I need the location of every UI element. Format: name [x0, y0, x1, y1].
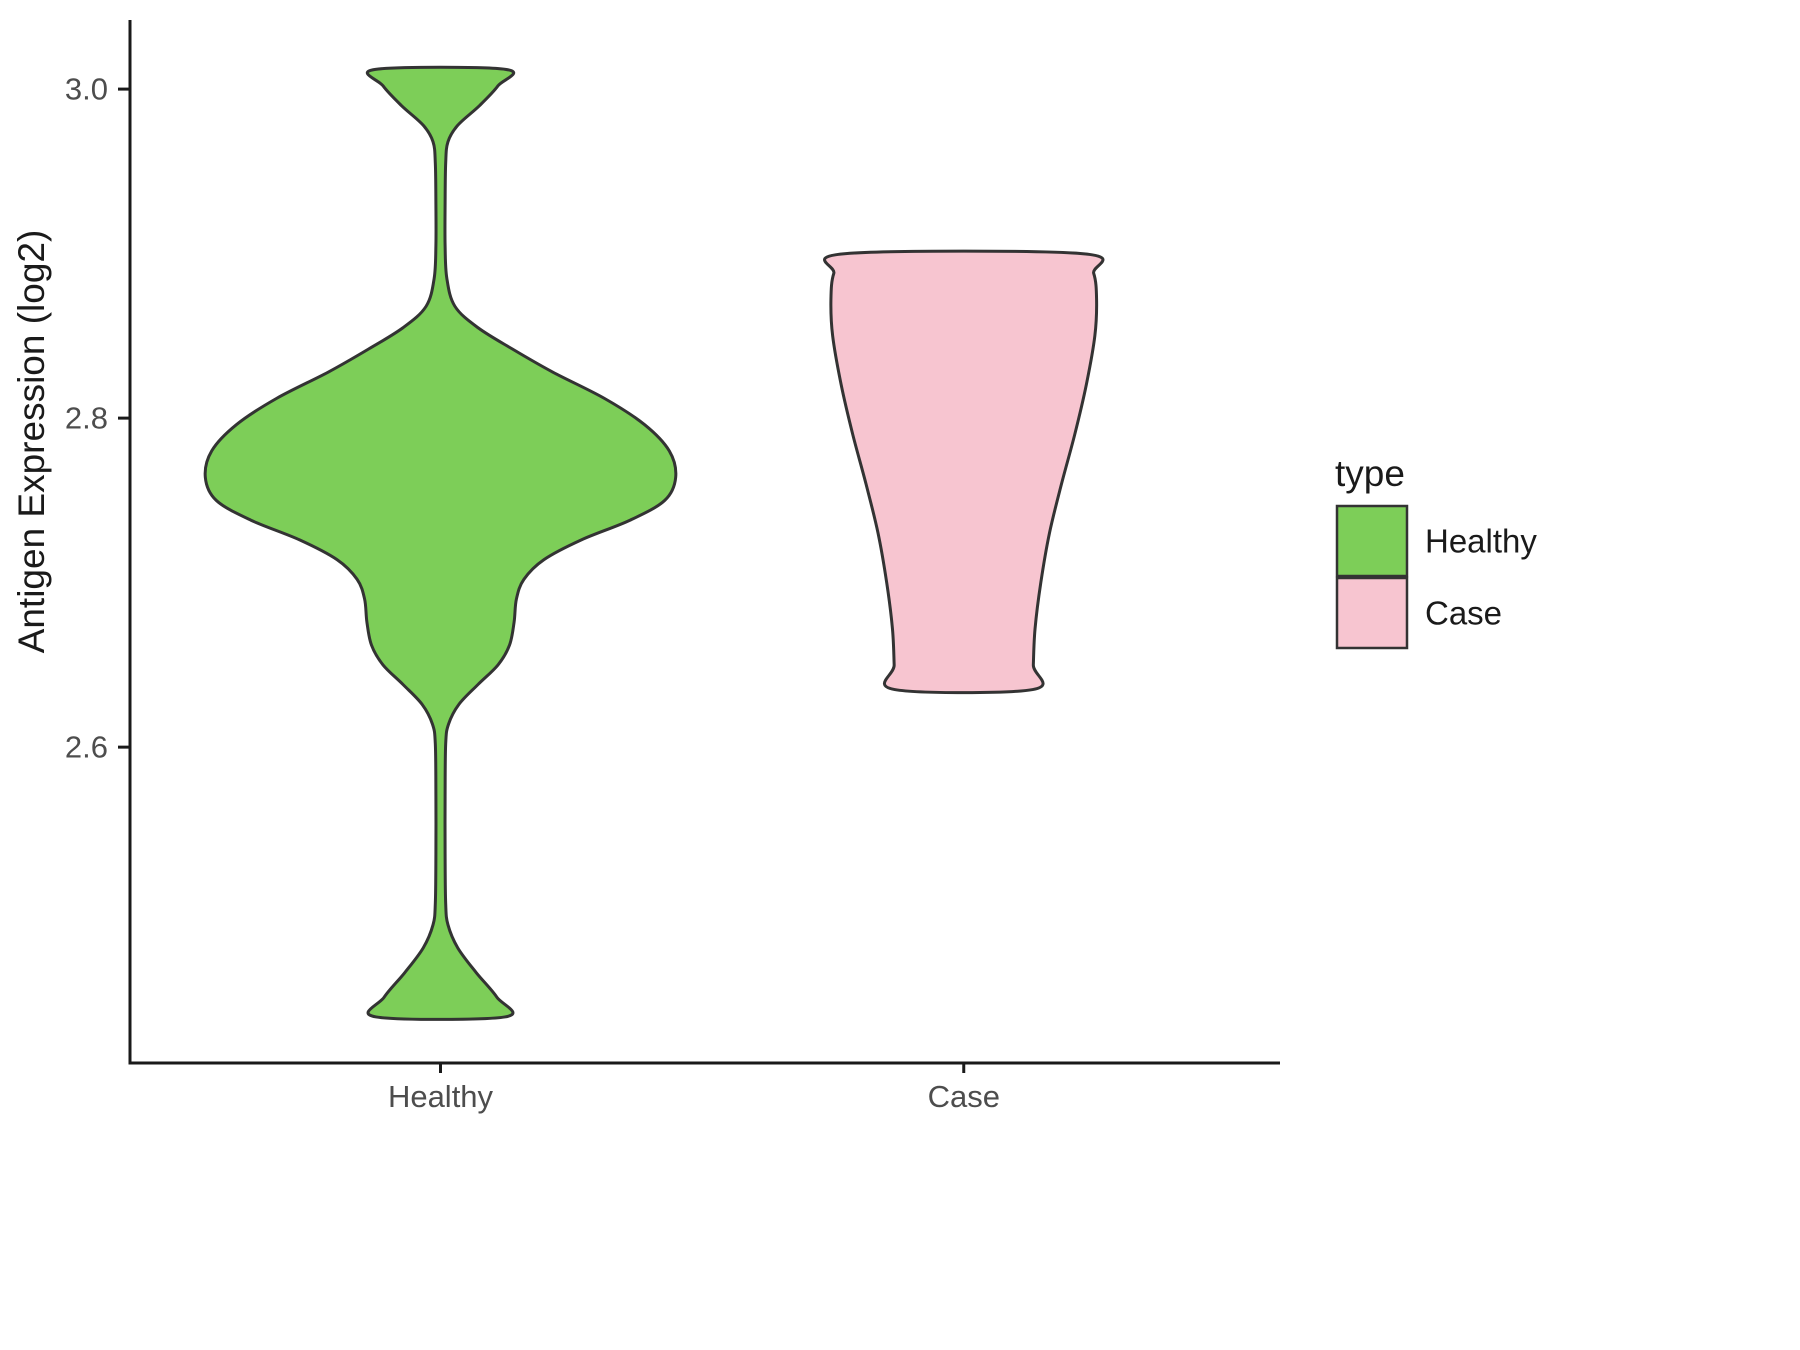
- x-tick-label-case: Case: [928, 1079, 1000, 1114]
- y-tick-label: 3.0: [65, 72, 108, 107]
- violin-case: [822, 249, 1105, 695]
- legend-label-case: Case: [1425, 595, 1502, 632]
- x-tick-label-healthy: Healthy: [388, 1079, 494, 1114]
- y-tick-label: 2.8: [65, 401, 108, 436]
- y-tick-label: 2.6: [65, 730, 108, 765]
- legend-title: type: [1335, 453, 1405, 494]
- violin-healthy: [203, 65, 678, 1021]
- legend-key-healthy: [1335, 504, 1409, 578]
- legend-key-case: [1335, 576, 1409, 650]
- y-axis-title: Antigen Expression (log2): [11, 230, 52, 654]
- legend-label-healthy: Healthy: [1425, 523, 1537, 560]
